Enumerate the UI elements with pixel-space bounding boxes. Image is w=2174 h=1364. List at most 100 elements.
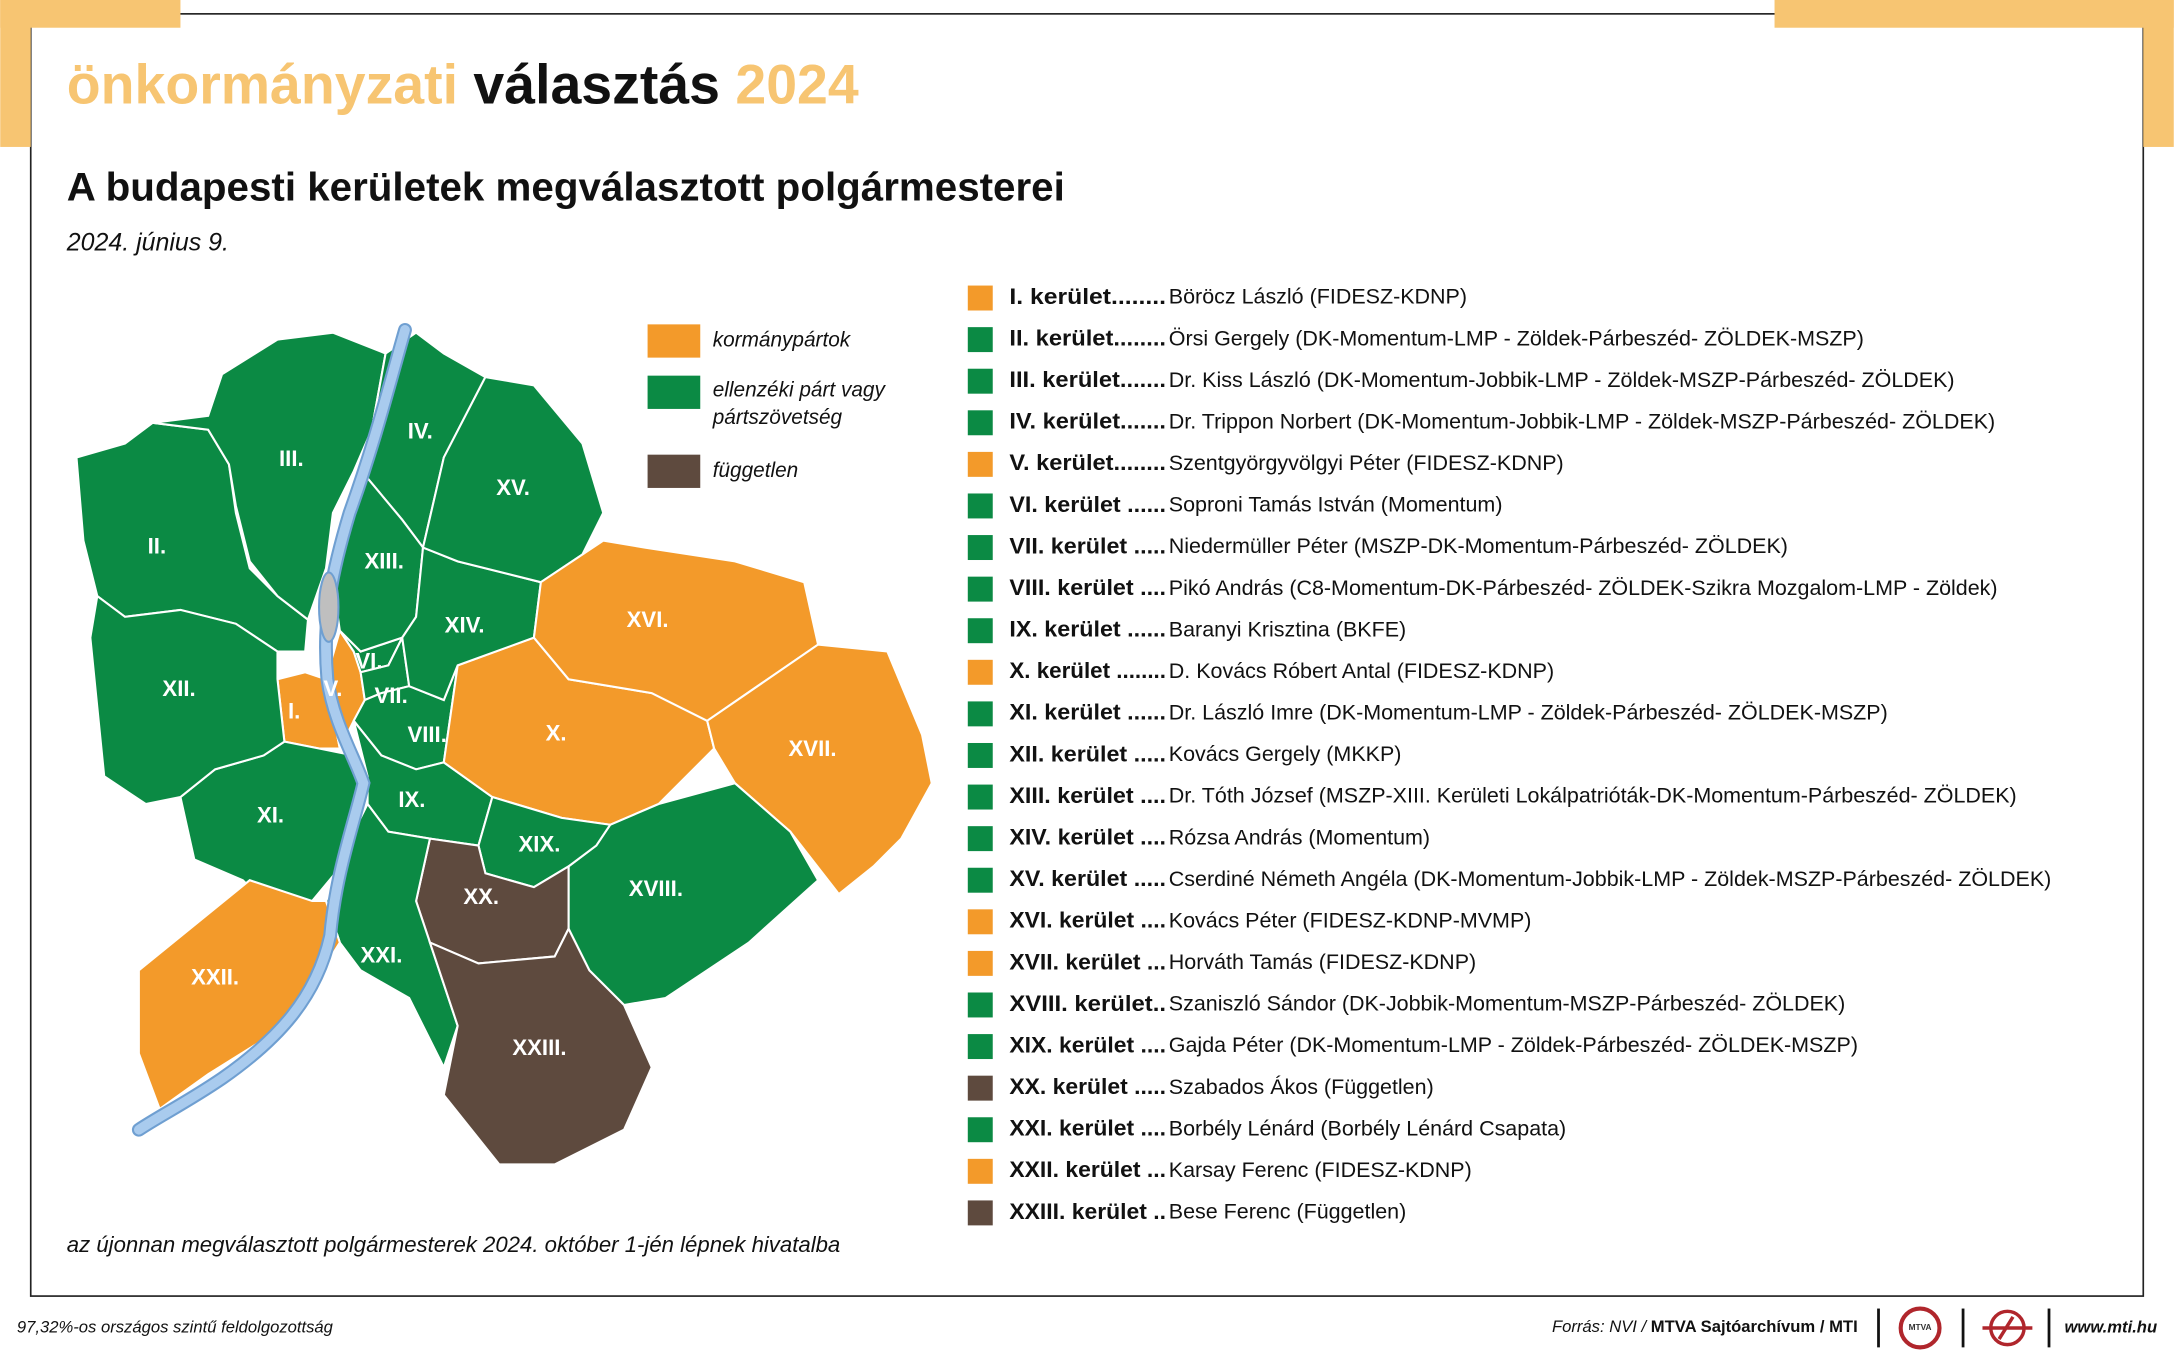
- list-swatch: [967, 950, 993, 976]
- river: [134, 325, 410, 1135]
- corner-decoration: [2143, 0, 2174, 147]
- mayor: Horváth Tamás (FIDESZ-KDNP): [1169, 950, 1476, 974]
- list-swatch: [967, 909, 993, 935]
- list-swatch: [967, 618, 993, 644]
- district-label: VIII.: [407, 722, 446, 747]
- list-swatch: [967, 535, 993, 561]
- district-label: XI.: [257, 802, 284, 827]
- logo-mti: [1982, 1315, 2033, 1340]
- mayor: Dr. Trippon Norbert (DK-Momentum-Jobbik-…: [1169, 409, 1995, 433]
- mayor: Pikó András (C8-Momentum-DK-Párbeszéd- Z…: [1169, 576, 1998, 600]
- district-label: VI.: [355, 648, 382, 673]
- district-label: XV.: [496, 475, 530, 500]
- legend-label: kormánypártok: [713, 328, 852, 351]
- corner-decoration: [1774, 0, 2174, 28]
- list-swatch: [967, 659, 993, 685]
- mayor: Örsi Gergely (DK-Momentum-LMP - Zöldek-P…: [1169, 326, 1864, 350]
- district-name: XIII. kerület ....: [1009, 783, 1166, 808]
- district-label: XXII.: [191, 965, 239, 990]
- district-label: IV.: [408, 418, 433, 443]
- mayor: Niedermüller Péter (MSZP-DK-Momentum-Pár…: [1169, 534, 1788, 558]
- source-bold: MTVA Sajtóarchívum / MTI: [1651, 1317, 1858, 1336]
- district-shape: [428, 926, 653, 1166]
- list-swatch: [967, 867, 993, 893]
- list-swatch: [967, 451, 993, 477]
- district-name: X. kerület ........: [1009, 658, 1166, 683]
- district-name: XIV. kerület ....: [1009, 824, 1166, 849]
- legend-swatch: [647, 324, 701, 358]
- district-label: IX.: [398, 787, 425, 812]
- logo-text: MTVA: [1909, 1322, 1932, 1332]
- district-name: V. kerület........: [1009, 450, 1166, 475]
- mayor: Borbély Lénárd (Borbély Lénárd Csapata): [1169, 1116, 1566, 1140]
- district-list: I. kerület........ Böröcz László (FIDESZ-…: [967, 284, 2051, 1226]
- source-prefix: Forrás: NVI /: [1552, 1317, 1651, 1336]
- district-label: VII.: [375, 683, 408, 708]
- mayor: Bese Ferenc (Független): [1169, 1200, 1406, 1224]
- district-label: XXI.: [360, 942, 402, 967]
- district-label: I.: [288, 698, 300, 723]
- mayor: Kovács Gergely (MKKP): [1169, 742, 1402, 766]
- district-label: XVI.: [627, 607, 669, 632]
- map: I. II. III. IV. V. VI. VII. VIII. IX. X. XI. XII. XI…: [75, 322, 933, 1166]
- list-swatch: [967, 493, 993, 519]
- list-swatch: [967, 992, 993, 1018]
- district-name: II. kerület........: [1009, 325, 1166, 350]
- list-swatch: [967, 742, 993, 768]
- district-label: XIII.: [365, 549, 404, 574]
- corner-decoration: [0, 0, 31, 147]
- list-swatch: [967, 368, 993, 394]
- district-name: XXIII. kerület ..: [1009, 1199, 1166, 1224]
- mayor: Szabados Ákos (Független): [1169, 1074, 1434, 1099]
- list-swatch: [967, 1075, 993, 1101]
- district-label: III.: [279, 446, 304, 471]
- mayor: Böröcz László (FIDESZ-KDNP): [1169, 285, 1467, 309]
- mayor: Szaniszló Sándor (DK-Jobbik-Momentum-MSZ…: [1169, 992, 1845, 1016]
- header-title: önkormányzati választás 2024: [67, 53, 859, 115]
- district-label: V.: [323, 676, 342, 701]
- district-name: XX. kerület .....: [1009, 1074, 1166, 1099]
- list-swatch: [967, 1034, 993, 1060]
- district-name: XXI. kerület ....: [1009, 1116, 1166, 1141]
- legend-swatch: [647, 375, 701, 409]
- mayor: Gajda Péter (DK-Momentum-LMP - Zöldek-Pá…: [1169, 1033, 1858, 1057]
- date: 2024. június 9.: [66, 229, 229, 257]
- legend-swatch: [647, 454, 701, 488]
- legend: kormánypártok ellenzéki párt vagy pártszöv…: [647, 324, 887, 488]
- district-name: I. kerület........: [1009, 284, 1166, 309]
- district-label: XXIII.: [512, 1035, 566, 1060]
- district-name: IV. kerület.......: [1009, 409, 1166, 434]
- legend-label: ellenzéki párt vagy: [713, 378, 887, 401]
- district-name: III. kerület.......: [1009, 367, 1166, 392]
- district-shape: [706, 643, 933, 896]
- mayor: Baranyi Krisztina (BKFE): [1169, 617, 1406, 641]
- district-label: XIV.: [445, 612, 485, 637]
- mayor: Szentgyörgyvölgyi Péter (FIDESZ-KDNP): [1169, 451, 1564, 475]
- district-label: XII.: [162, 676, 195, 701]
- legend-label: független: [713, 459, 799, 482]
- district-name: VI. kerület ......: [1009, 492, 1166, 517]
- mayor: Dr. László Imre (DK-Momentum-LMP - Zölde…: [1169, 701, 1888, 725]
- list-swatch: [967, 701, 993, 727]
- island: [318, 571, 340, 643]
- logo-mtva: [1898, 1306, 1942, 1350]
- mayor: Dr. Kiss László (DK-Momentum-Jobbik-LMP …: [1169, 368, 1955, 392]
- district-name: IX. kerület ......: [1009, 617, 1166, 642]
- header-light: önkormányzati: [67, 53, 458, 115]
- mayor: D. Kovács Róbert Antal (FIDESZ-KDNP): [1169, 659, 1554, 683]
- district-name: XV. kerület .....: [1009, 866, 1166, 891]
- district-shape: [152, 331, 387, 622]
- list-swatch: [967, 576, 993, 602]
- district-label: XVIII.: [629, 876, 683, 901]
- list-swatch: [967, 1158, 993, 1184]
- mayor: Dr. Tóth József (MSZP-XIII. Kerületi Lok…: [1169, 784, 2017, 808]
- list-swatch: [967, 327, 993, 353]
- mayor: Kovács Péter (FIDESZ-KDNP-MVMP): [1169, 908, 1532, 932]
- district-label: XX.: [463, 884, 499, 909]
- list-swatch: [967, 1200, 993, 1226]
- source: Forrás: NVI / MTVA Sajtóarchívum / MTI: [1552, 1317, 1858, 1336]
- title: A budapesti kerületek megválasztott polg…: [67, 165, 1065, 210]
- district-name: VIII. kerület ....: [1009, 575, 1166, 600]
